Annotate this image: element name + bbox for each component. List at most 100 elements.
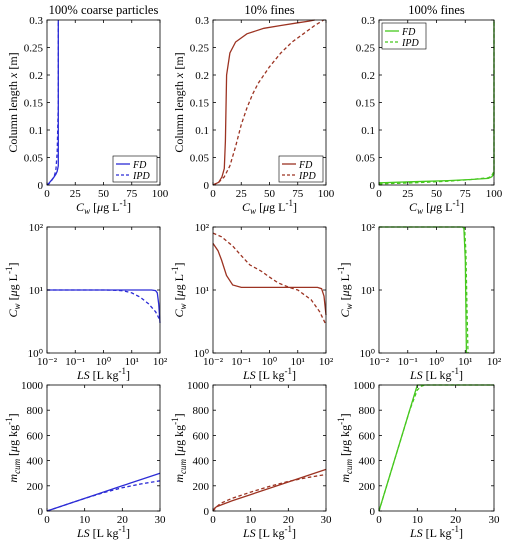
axes-frame <box>212 226 327 354</box>
series-line-dashed <box>46 480 161 512</box>
x-tick-label: 10⁻² <box>203 356 224 368</box>
series-line-solid <box>378 384 494 512</box>
y-tick-label: 1000 <box>353 380 376 392</box>
x-axis-label: LS [L kg-1] <box>242 366 296 382</box>
x-axis-label: Cw [μg L-1] <box>242 198 297 216</box>
x-tick-label: 0 <box>376 514 382 526</box>
chart-title: 10% fines <box>244 3 294 17</box>
y-tick-label: 0.05 <box>190 153 210 165</box>
series-line-solid <box>212 243 327 316</box>
y-tick-label: 10¹ <box>29 285 43 297</box>
x-axis-label: LS [L kg-1] <box>409 524 463 540</box>
x-tick-label: 75 <box>292 188 304 200</box>
chart-panel-6: 10⁻² 10⁻¹ 10⁰ 10¹ 10² 10⁰ 10¹ 10² LS [L kg-1] Cw … <box>336 222 502 382</box>
x-tick-label: 100 <box>486 188 503 200</box>
x-axis-label: Cw [μg L-1] <box>76 198 131 216</box>
y-tick-label: 0.2 <box>195 70 209 82</box>
chart-panel-5: 10⁻² 10⁻¹ 10⁰ 10¹ 10² 10⁰ 10¹ 10² LS [L kg-1] Cw … <box>170 222 334 382</box>
chart-title: 100% coarse particles <box>49 3 159 17</box>
y-tick-label: 0.3 <box>195 15 209 27</box>
y-tick-label: 0.1 <box>195 125 209 137</box>
y-tick-label: 400 <box>27 456 44 468</box>
x-axis-label: Cw [μg L-1] <box>409 198 464 216</box>
x-tick-label: 50 <box>264 188 276 200</box>
y-tick-label: 800 <box>27 405 44 417</box>
x-axis-label: LS [L kg-1] <box>76 366 130 382</box>
x-tick-label: 10 <box>79 514 91 526</box>
series-line-dashed <box>379 226 469 354</box>
y-tick-label: 200 <box>193 481 210 493</box>
x-tick-label: 25 <box>402 188 414 200</box>
x-tick-label: 0 <box>44 514 50 526</box>
x-axis-label: LS [L kg-1] <box>242 524 296 540</box>
y-tick-label: 0 <box>204 180 210 192</box>
chart-panel-2: 0 25 50 75 100 0 0.05 0.1 0.15 0.2 0.25 0.3 10% fine… <box>172 3 335 216</box>
x-tick-label: 20 <box>117 514 129 526</box>
x-tick-label: 10⁻¹ <box>65 356 85 368</box>
y-axis-label: Column length x [m] <box>172 52 186 152</box>
x-tick-label: 25 <box>70 188 82 200</box>
y-tick-label: 0 <box>370 180 376 192</box>
series-line-dashed <box>212 473 327 512</box>
y-tick-label: 0 <box>38 180 44 192</box>
y-tick-label: 0.2 <box>361 70 375 82</box>
series-line-solid <box>46 472 161 512</box>
series-line-dashed <box>47 289 161 321</box>
axes-frame <box>212 384 327 512</box>
series-line-solid <box>47 289 161 323</box>
y-tick-label: 0.1 <box>361 125 375 137</box>
x-tick-label: 10⁻¹ <box>231 356 251 368</box>
y-tick-label: 0.15 <box>356 98 376 110</box>
axes-frame <box>378 226 495 354</box>
y-tick-label: 600 <box>27 430 44 442</box>
x-tick-label: 20 <box>450 514 462 526</box>
y-tick-label: 10⁰ <box>360 348 376 360</box>
y-tick-label: 400 <box>193 456 210 468</box>
x-tick-label: 0 <box>376 188 382 200</box>
y-tick-label: 0.1 <box>29 125 43 137</box>
y-axis-label: Cw [μg L-1] <box>170 263 188 318</box>
x-tick-label: 30 <box>155 514 167 526</box>
x-tick-label: 0 <box>210 514 216 526</box>
x-tick-label: 20 <box>283 514 295 526</box>
x-tick-label: 50 <box>98 188 110 200</box>
x-tick-label: 10² <box>153 356 168 368</box>
x-tick-label: 10² <box>487 356 502 368</box>
x-tick-label: 10¹ <box>458 356 472 368</box>
x-tick-label: 10⁻¹ <box>398 356 418 368</box>
axes-frame <box>46 384 161 512</box>
chart-panel-1: 0 25 50 75 100 0 0.05 0.1 0.15 0.2 0.25 0.3 100% coa… <box>6 3 169 216</box>
legend-label: IPD <box>401 38 419 49</box>
y-axis-label: mcum [μg kg-1] <box>170 413 188 482</box>
y-tick-label: 0.25 <box>190 43 210 55</box>
chart-panel-9: 0 10 20 30 0 200 400 600 800 1000 LS [L kg-1] mcum … <box>336 380 500 540</box>
x-tick-label: 10 <box>412 514 424 526</box>
series-line-solid <box>379 226 468 354</box>
x-tick-label: 10⁻² <box>37 356 58 368</box>
y-tick-label: 600 <box>193 430 210 442</box>
y-tick-label: 10² <box>361 222 376 234</box>
series-line-fd <box>46 20 59 186</box>
series-line-solid <box>212 468 327 512</box>
x-tick-label: 30 <box>489 514 501 526</box>
y-tick-label: 600 <box>359 430 376 442</box>
x-tick-label: 25 <box>236 188 248 200</box>
y-tick-label: 0.2 <box>29 70 43 82</box>
y-tick-label: 10¹ <box>195 285 209 297</box>
legend-label: FD <box>298 160 313 171</box>
y-tick-label: 0.05 <box>356 153 376 165</box>
x-tick-label: 0 <box>44 188 50 200</box>
y-tick-label: 10¹ <box>361 285 375 297</box>
y-tick-label: 0.15 <box>24 98 44 110</box>
chart-title: 100% fines <box>408 3 465 17</box>
x-tick-label: 10⁰ <box>262 356 278 368</box>
chart-panel-3: 0 25 50 75 100 0 0.05 0.1 0.15 0.2 0.25 0.3 100% fin… <box>356 3 503 216</box>
series-line-ipd <box>46 20 59 186</box>
x-tick-label: 10⁰ <box>96 356 112 368</box>
x-tick-label: 75 <box>126 188 138 200</box>
x-axis-label: LS [L kg-1] <box>76 524 130 540</box>
y-tick-label: 1000 <box>187 380 210 392</box>
x-tick-label: 30 <box>321 514 333 526</box>
